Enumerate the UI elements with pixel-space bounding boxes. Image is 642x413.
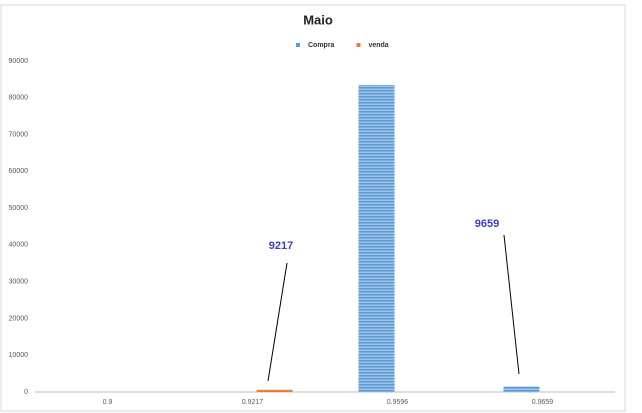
x-tick-label: 0.9217 (242, 399, 264, 406)
x-tick-label: 0.9 (103, 399, 113, 406)
legend-swatch (296, 43, 300, 47)
annotation-leader (503, 234, 520, 375)
y-tick-label: 40000 (9, 242, 29, 249)
y-tick-label: 70000 (9, 131, 29, 138)
y-tick-label: 10000 (9, 352, 29, 359)
legend-swatch (356, 43, 361, 47)
y-tick-label: 20000 (9, 315, 29, 322)
bar (503, 386, 540, 392)
bar (358, 84, 395, 393)
annotation: 9659 (475, 218, 499, 230)
y-tick-label: 90000 (9, 58, 29, 65)
x-tick-label: 0.9659 (532, 399, 554, 406)
bar (256, 389, 293, 392)
y-tick-label: 80000 (9, 95, 29, 102)
legend-label: venda (368, 42, 388, 49)
x-tick-label: 0.9596 (387, 399, 409, 406)
chart-border (0, 4, 626, 412)
annotation: 9217 (269, 240, 293, 252)
annotation-leader (267, 262, 288, 382)
y-tick-label: 0 (24, 389, 28, 396)
y-tick-label: 30000 (9, 279, 29, 286)
chart-title: Maio (303, 12, 333, 27)
y-tick-label: 60000 (9, 168, 29, 175)
y-tick-label: 50000 (9, 205, 29, 212)
legend-label: Compra (308, 42, 335, 49)
